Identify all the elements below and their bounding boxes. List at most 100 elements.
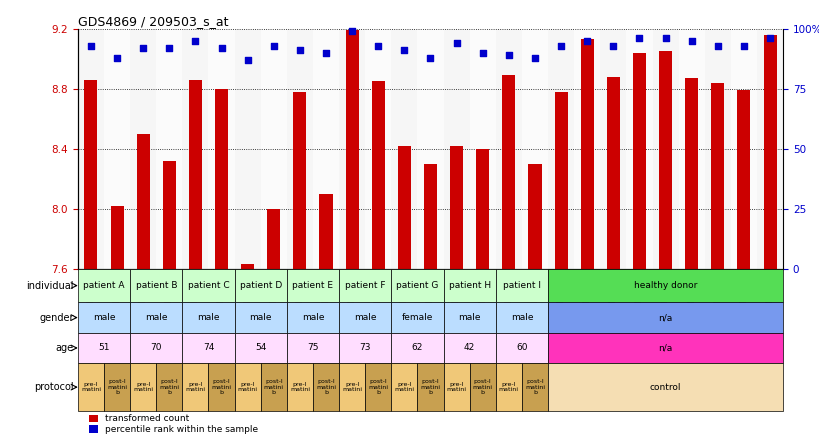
- Bar: [704, 29, 730, 269]
- Text: post-I
matini
b: post-I matini b: [107, 379, 127, 395]
- Bar: [339, 269, 391, 302]
- Point: [293, 47, 306, 54]
- Bar: [573, 29, 600, 269]
- Text: male: male: [458, 313, 480, 322]
- Bar: [182, 269, 234, 302]
- Text: 73: 73: [359, 344, 370, 353]
- Bar: [234, 333, 287, 363]
- Bar: [267, 209, 280, 269]
- Bar: [130, 302, 182, 333]
- Text: pre-I
matini: pre-I matini: [185, 382, 206, 392]
- Text: male: male: [301, 313, 324, 322]
- Bar: [78, 302, 130, 333]
- Text: male: male: [93, 313, 115, 322]
- Bar: [554, 92, 567, 269]
- Bar: [443, 363, 469, 411]
- Text: patient F: patient F: [345, 281, 385, 290]
- Bar: [78, 363, 104, 411]
- Text: 62: 62: [411, 344, 423, 353]
- Point: [736, 42, 749, 49]
- Bar: [469, 363, 495, 411]
- Bar: [182, 333, 234, 363]
- Point: [632, 35, 645, 42]
- Text: pre-I
matini: pre-I matini: [133, 382, 153, 392]
- Bar: [423, 164, 437, 269]
- Bar: [208, 29, 234, 269]
- Bar: [234, 302, 287, 333]
- Bar: [443, 269, 495, 302]
- Text: pre-I
matini: pre-I matini: [342, 382, 362, 392]
- Bar: [710, 83, 723, 269]
- Bar: [293, 92, 306, 269]
- Point: [685, 37, 698, 44]
- Point: [397, 47, 410, 54]
- Text: male: male: [249, 313, 272, 322]
- Bar: [600, 29, 626, 269]
- Bar: [652, 29, 678, 269]
- Text: control: control: [649, 383, 681, 392]
- Text: 60: 60: [515, 344, 527, 353]
- Text: post-I
matini
b: post-I matini b: [315, 379, 336, 395]
- Bar: [391, 29, 417, 269]
- Text: male: male: [145, 313, 167, 322]
- Point: [580, 37, 593, 44]
- Text: 75: 75: [307, 344, 319, 353]
- Bar: [78, 333, 130, 363]
- Bar: [287, 269, 339, 302]
- Bar: [260, 363, 287, 411]
- Text: patient B: patient B: [135, 281, 177, 290]
- Point: [476, 49, 489, 56]
- Point: [658, 35, 672, 42]
- Bar: [736, 90, 749, 269]
- Point: [423, 54, 437, 61]
- Text: male: male: [510, 313, 532, 322]
- Bar: [260, 29, 287, 269]
- Text: 74: 74: [202, 344, 214, 353]
- Text: individual: individual: [26, 281, 74, 290]
- Point: [762, 35, 776, 42]
- Bar: [130, 269, 182, 302]
- Text: post-I
matini
b: post-I matini b: [473, 379, 492, 395]
- Bar: [632, 53, 645, 269]
- Bar: [502, 75, 515, 269]
- Point: [215, 44, 228, 52]
- Point: [111, 54, 124, 61]
- Bar: [104, 363, 130, 411]
- Text: male: male: [354, 313, 376, 322]
- Point: [606, 42, 619, 49]
- Bar: [313, 363, 339, 411]
- Text: post-I
matini
b: post-I matini b: [524, 379, 545, 395]
- Bar: [104, 29, 130, 269]
- Bar: [78, 29, 104, 269]
- Bar: [182, 302, 234, 333]
- Point: [162, 44, 175, 52]
- Text: patient I: patient I: [502, 281, 541, 290]
- Bar: [495, 363, 521, 411]
- Point: [502, 52, 515, 59]
- Bar: [182, 29, 208, 269]
- Bar: [443, 29, 469, 269]
- Legend: transformed count, percentile rank within the sample: transformed count, percentile rank withi…: [89, 414, 258, 434]
- Text: healthy donor: healthy donor: [633, 281, 696, 290]
- Text: gender: gender: [39, 313, 74, 322]
- Bar: [495, 302, 547, 333]
- Bar: [371, 81, 384, 269]
- Bar: [626, 29, 652, 269]
- Bar: [287, 363, 313, 411]
- Bar: [84, 80, 97, 269]
- Text: female: female: [401, 313, 432, 322]
- Point: [527, 54, 541, 61]
- Bar: [137, 134, 150, 269]
- Bar: [156, 29, 182, 269]
- Bar: [188, 80, 201, 269]
- Bar: [469, 29, 495, 269]
- Text: GDS4869 / 209503_s_at: GDS4869 / 209503_s_at: [78, 15, 229, 28]
- Bar: [762, 35, 776, 269]
- Bar: [234, 363, 260, 411]
- Text: patient A: patient A: [84, 281, 124, 290]
- Text: patient G: patient G: [396, 281, 438, 290]
- Bar: [685, 78, 697, 269]
- Bar: [345, 30, 358, 269]
- Bar: [527, 164, 541, 269]
- Bar: [391, 302, 443, 333]
